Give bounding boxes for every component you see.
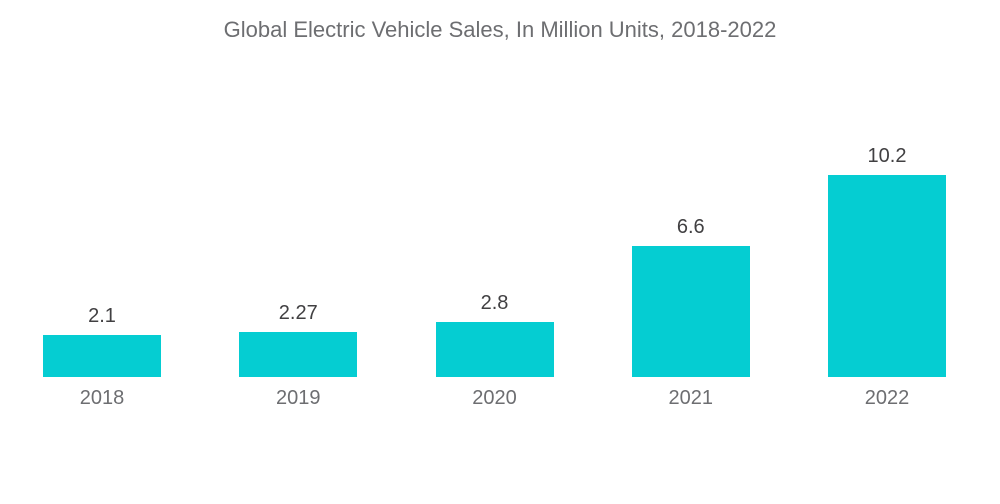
value-label-2018: 2.1 [88,305,116,327]
bar-2018 [43,335,161,377]
x-tick-label-2020: 2020 [472,387,517,409]
bar-2022 [828,175,946,377]
value-label-2021: 6.6 [676,216,705,238]
x-tick-label-2018: 2018 [79,387,125,409]
bar-2021 [631,246,750,377]
x-tick-label-2022: 2022 [864,387,910,409]
bar-2020 [435,322,554,377]
x-tick-label-2019: 2019 [276,387,321,409]
chart-title: Global Electric Vehicle Sales, In Millio… [223,17,777,42]
x-tick-label-2021: 2021 [668,387,714,409]
value-label-2022: 10.2 [867,145,907,167]
bar-2019 [239,332,358,377]
value-label-2019: 2.27 [278,302,318,324]
value-label-2020: 2.8 [480,292,509,314]
